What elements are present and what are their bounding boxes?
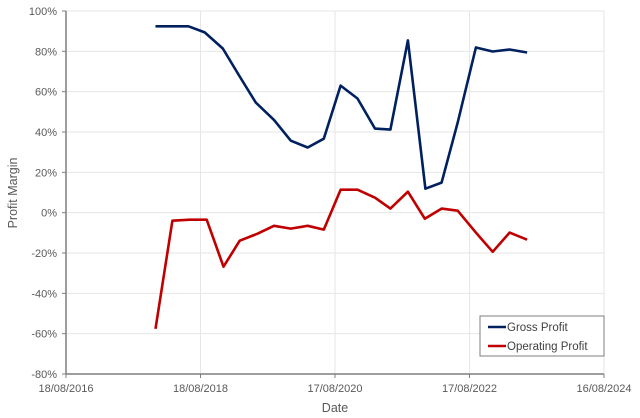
x-tick-label: 16/08/2024 (576, 383, 631, 395)
y-tick-label: -20% (31, 248, 57, 260)
y-tick-label: -60% (31, 329, 57, 341)
x-tick-label: 17/08/2020 (307, 383, 362, 395)
series-line-gross-profit (155, 24, 528, 190)
y-tick-label: -40% (31, 288, 57, 300)
legend-label-operating-profit: Operating Profit (507, 341, 588, 353)
x-tick-label: 17/08/2022 (442, 383, 497, 395)
y-axis-title: Profit Margin (6, 158, 20, 229)
y-tick-label: 40% (35, 127, 57, 139)
y-tick-label: 80% (35, 46, 57, 58)
x-tick-label: 18/08/2018 (173, 383, 228, 395)
x-axis-tick-labels: 18/08/2016 18/08/2018 17/08/2020 17/08/2022… (38, 383, 631, 395)
y-tick-label: 100% (29, 6, 57, 18)
y-axis-tick-labels: -80% -60% -40% -20% 0% 20% 40% 60% 80% 100% (29, 6, 57, 381)
legend: Gross Profit Operating Profit (479, 315, 605, 357)
series-line-operating-profit (154, 188, 528, 330)
legend-box (479, 315, 605, 357)
y-tick-label: 20% (35, 167, 57, 179)
y-tick-label: 0% (41, 208, 57, 220)
axes (62, 10, 605, 378)
x-axis-title: Date (322, 401, 348, 415)
y-tick-label: -80% (31, 369, 57, 381)
legend-label-gross-profit: Gross Profit (507, 322, 569, 334)
y-tick-label: 60% (35, 87, 57, 99)
x-tick-label: 18/08/2016 (38, 383, 93, 395)
data-series (154, 24, 528, 330)
